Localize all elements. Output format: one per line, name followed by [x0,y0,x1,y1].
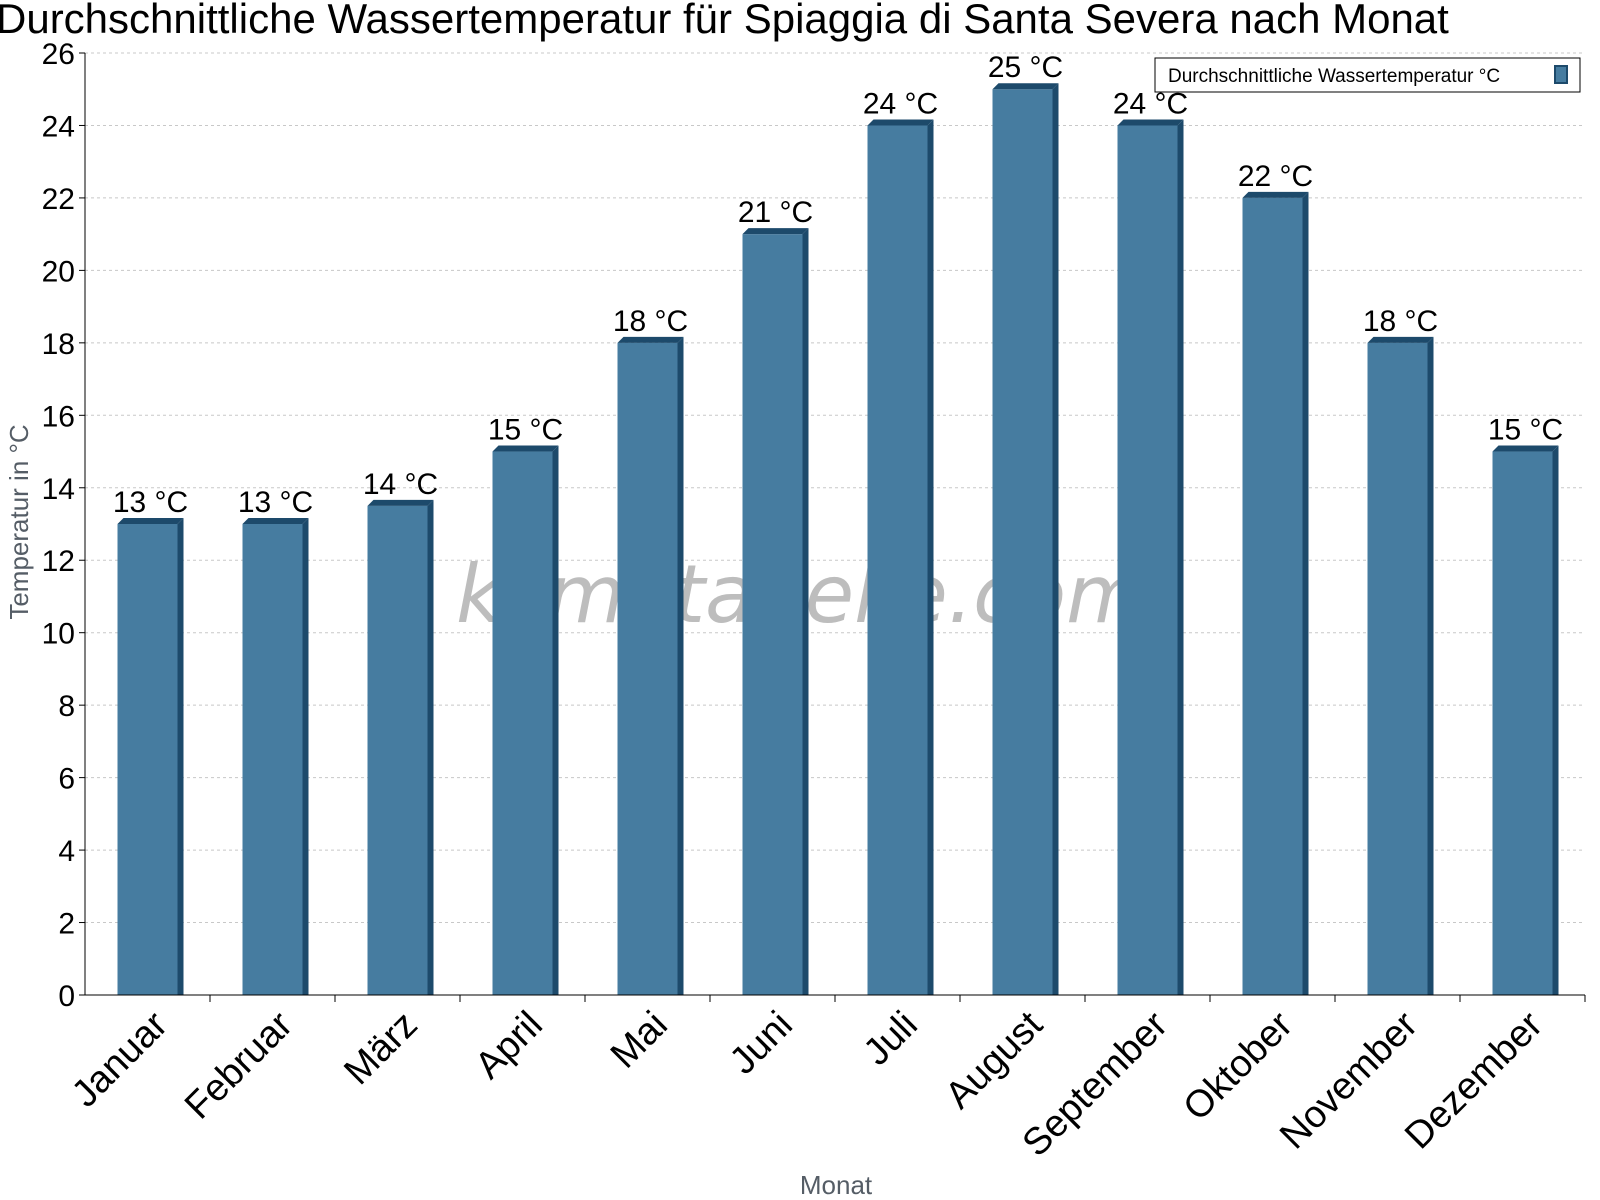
bar [492,451,553,995]
chart-title: Durchschnittliche Wassertemperatur für S… [0,0,1449,42]
bar [1492,451,1553,995]
bar-side [1052,83,1059,995]
data-label: 14 °C [363,468,438,501]
legend: Durchschnittliche Wassertemperatur °C [1154,57,1581,93]
legend-swatch [1554,65,1568,84]
x-tick-label: Juni [722,1004,801,1083]
bar [1117,125,1178,995]
bar-top [1242,191,1309,198]
data-label: 21 °C [738,196,813,229]
bar-side [1427,336,1434,995]
y-tick-label: 18 [42,328,75,361]
bar [117,524,178,995]
bar [1242,197,1303,995]
data-label: 24 °C [863,87,938,120]
data-label: 15 °C [488,414,563,447]
bar-side [927,119,934,995]
legend-box [1154,57,1581,93]
bar-top [992,83,1059,90]
y-tick-label: 16 [42,400,75,433]
data-label: 13 °C [238,486,313,519]
bar [617,342,678,995]
bars [117,83,1559,996]
y-tick-label: 26 [42,38,75,71]
bar-side [677,336,684,995]
bar-top [1492,445,1559,452]
y-tick-label: 10 [42,618,75,651]
grid-lines [85,52,1585,924]
y-tick-label: 22 [42,183,75,216]
bar-top [1367,336,1434,343]
bar-top [367,499,434,506]
bar-top [117,518,184,524]
data-label: 13 °C [113,486,188,519]
bar [992,89,1053,995]
bar-top [867,119,934,126]
y-tick-label: 0 [58,980,75,1013]
data-labels: 13 °C 13 °C 14 °C 15 °C 18 °C 21 °C 24 °C 25 °C… [113,51,1563,519]
x-tick-label: Mai [603,1004,676,1077]
y-tick-label: 6 [58,763,75,796]
data-label: 18 °C [1363,305,1438,338]
bar [367,505,428,995]
x-tick-label: März [336,1004,425,1093]
bar-side [1177,119,1184,995]
data-label: 18 °C [613,305,688,338]
bar-side [802,228,809,996]
y-tick-label: 24 [42,110,75,143]
bar-top [492,445,559,452]
y-tick-label: 12 [42,545,75,578]
bar-side [302,518,309,995]
bar-side [427,499,434,995]
x-tick-label: Oktober [1176,1003,1302,1129]
bar-side [552,445,559,995]
bar [242,524,303,995]
bar-side [1302,191,1309,995]
y-tick-label: 20 [42,255,75,288]
bar-top [742,228,809,235]
bar [867,125,928,995]
x-tick-label: Januar [64,1003,176,1115]
data-label: 15 °C [1488,414,1563,447]
bar-side [1552,445,1559,995]
data-label: 22 °C [1238,160,1313,193]
y-tick-label: 2 [58,908,75,941]
bar-side [177,518,184,995]
y-tick-label: 8 [58,690,75,723]
y-tick-label: 4 [58,835,75,868]
data-label: 25 °C [988,51,1063,84]
bar-top [617,336,684,343]
bar [1367,342,1428,995]
x-tick-label: August [938,1003,1052,1117]
bar [742,234,803,996]
x-tick-label: Februar [177,1003,301,1127]
x-tick-label: Dezember [1397,1003,1551,1157]
x-axis-title: Monat [800,1170,873,1200]
data-label: 24 °C [1113,87,1188,120]
y-tick-label: 14 [42,473,75,506]
y-axis-title: Temperatur in °C [4,424,34,619]
x-tick-label: April [467,1004,550,1087]
x-tick-label: Juli [856,1004,926,1074]
bar-top [242,518,309,524]
legend-label: Durchschnittliche Wassertemperatur °C [1168,66,1500,87]
bar-top [1117,119,1184,126]
